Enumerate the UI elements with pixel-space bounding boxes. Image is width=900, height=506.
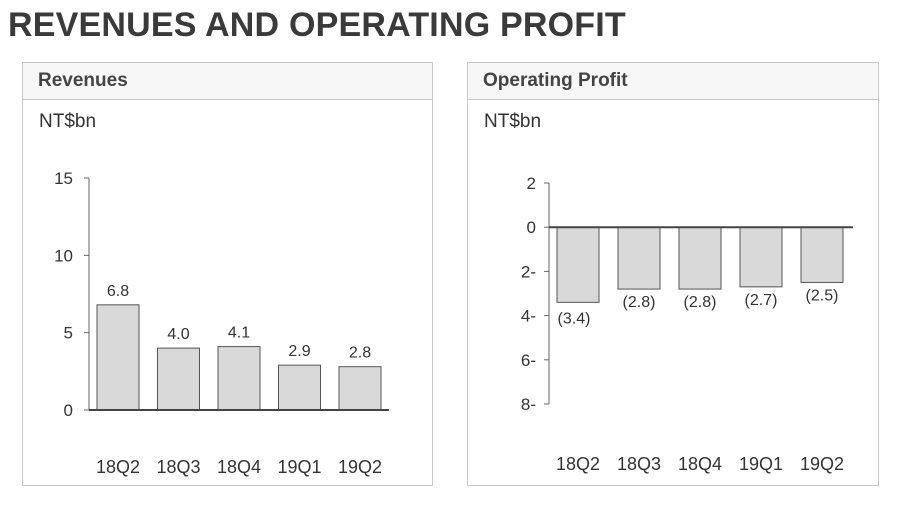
x-tick-label: 19Q2 (800, 454, 844, 474)
bar (556, 226, 600, 303)
data-label: 2.8 (349, 345, 371, 362)
bar (800, 226, 844, 283)
data-label: 4.0 (167, 326, 189, 343)
y-tick-label: 0 (64, 401, 73, 420)
x-tick-label: 18Q3 (156, 457, 200, 477)
data-label: 6.8 (107, 283, 129, 300)
y-tick-label: 10 (54, 246, 73, 265)
y-tick-label: 6- (521, 351, 536, 370)
operating-profit-panel-title: Operating Profit (468, 63, 878, 100)
data-label: (2.5) (806, 287, 839, 304)
bar (157, 347, 200, 411)
bar (217, 346, 261, 411)
x-tick-label: 18Q4 (217, 457, 261, 477)
bar (278, 364, 321, 411)
data-label: (3.4) (558, 310, 591, 327)
revenues-panel-title: Revenues (23, 63, 432, 100)
revenues-unit-label: NT$bn (39, 111, 97, 132)
bar (617, 226, 661, 290)
y-tick-label: 5 (64, 324, 73, 343)
operating-profit-panel: Operating Profit NT$bn 2 0 2- 4- 6- 8- (3.4) 18… (467, 62, 879, 486)
y-tick-label: 4- (521, 307, 536, 326)
page-title: REVENUES AND OPERATING PROFIT (8, 6, 626, 44)
data-label: 4.1 (228, 325, 250, 342)
data-label: (2.8) (684, 294, 717, 311)
bar (678, 226, 722, 290)
revenues-chart: 0 5 10 15 6.8 18Q2 4.0 18Q3 4.1 18Q4 2.9 19Q1 2.8 19Q… (54, 169, 389, 477)
y-tick-label: 2- (521, 262, 536, 281)
y-tick-label: 2 (527, 174, 536, 193)
x-tick-label: 19Q1 (277, 457, 321, 477)
operating-profit-chart: 2 0 2- 4- 6- 8- (3.4) 18Q2 (2.8) 18Q3 (2.8) 18Q4 (2.… (521, 174, 853, 474)
y-tick-label: 15 (54, 169, 73, 188)
operating-profit-unit-label: NT$bn (484, 111, 542, 132)
x-tick-label: 19Q2 (338, 457, 382, 477)
y-tick-label: 8- (521, 395, 536, 414)
data-label: (2.7) (745, 292, 778, 309)
x-tick-label: 18Q3 (617, 454, 661, 474)
data-label: 2.9 (288, 343, 310, 360)
x-tick-label: 18Q2 (96, 457, 140, 477)
x-tick-label: 18Q2 (556, 454, 600, 474)
bar (739, 226, 783, 288)
data-label: (2.8) (623, 294, 656, 311)
x-tick-label: 19Q1 (739, 454, 783, 474)
bar (338, 366, 382, 411)
revenues-panel: Revenues NT$bn 0 5 10 15 6.8 18Q2 4.0 18Q3 4.1 18… (22, 62, 433, 486)
x-tick-label: 18Q4 (678, 454, 722, 474)
y-tick-label: 0 (527, 218, 536, 237)
bar (96, 304, 140, 411)
